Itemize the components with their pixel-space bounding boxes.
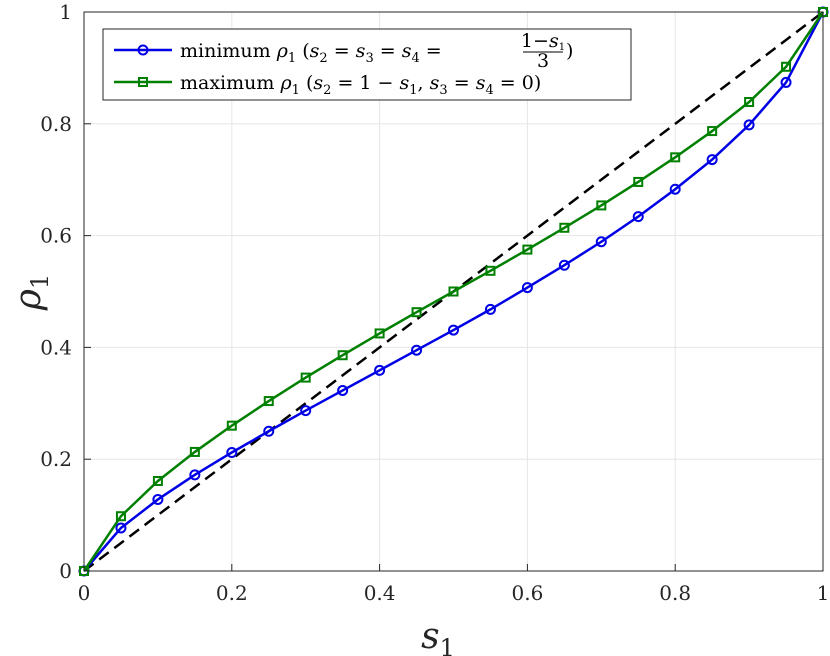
series-minimum-point <box>484 303 496 315</box>
series-minimum-point <box>780 76 792 88</box>
series-maximum-point <box>522 244 533 255</box>
y-tick-label: 0 <box>59 559 72 583</box>
series-maximum-point <box>374 328 385 339</box>
y-axis-label-main: ρ <box>8 289 49 311</box>
series-maximum-point <box>707 126 718 137</box>
series-maximum-point <box>411 307 422 318</box>
series-maximum-point <box>596 200 607 211</box>
series-maximum-point <box>633 176 644 187</box>
series-minimum-point <box>448 324 459 336</box>
series-minimum-point <box>374 364 386 376</box>
x-tick-label: 0 <box>78 581 91 605</box>
series-minimum-point <box>743 119 755 131</box>
series-maximum-point <box>189 446 200 457</box>
svg-text:): ) <box>566 40 573 62</box>
svg-text:s1: s1 <box>421 616 455 656</box>
plot-frame <box>83 11 824 572</box>
series-minimum-point <box>632 211 644 223</box>
series-minimum-line <box>83 11 825 572</box>
x-tick-label: 1 <box>817 581 830 605</box>
x-tick-label: 0.8 <box>659 581 691 605</box>
ticks: 0 0.2 0.4 0.6 0.8 1 0 0.2 0.4 0.6 0.8 1 <box>40 0 829 605</box>
legend: minimum ρ1 (s2 = s3 = s4 = 1−s1 3 ) maxi… <box>102 28 632 101</box>
series-maximum-point <box>559 222 570 233</box>
y-axis-label: ρ1 <box>8 274 54 311</box>
y-tick-label: 0.4 <box>40 335 72 359</box>
series-maximum-point <box>115 511 126 522</box>
x-axis-label: s1 <box>421 616 455 656</box>
legend-fraction: 1−s1 3 ) <box>521 30 574 72</box>
y-axis-label-sub: 1 <box>26 274 54 289</box>
series-maximum-point <box>744 96 755 107</box>
series-minimum-point <box>521 282 533 294</box>
series-minimum-point <box>337 384 349 396</box>
x-tick-label: 0.4 <box>364 581 396 605</box>
y-tick-label: 0.2 <box>40 447 72 471</box>
series-maximum-line <box>82 11 825 572</box>
series-minimum-point <box>595 236 607 248</box>
series-minimum-point <box>115 522 127 534</box>
legend-marker-max <box>138 77 148 87</box>
series-maximum-point <box>226 420 237 431</box>
series-minimum-point <box>152 493 164 505</box>
legend-box <box>102 28 632 101</box>
svg-text:ρ1: ρ1 <box>8 274 54 311</box>
series-minimum-point <box>263 425 275 437</box>
y-tick-label: 1 <box>59 0 72 24</box>
series-maximum-point <box>152 476 163 487</box>
series-minimum-point <box>226 446 238 458</box>
x-axis-label-main: s <box>421 616 439 656</box>
series-maximum-point <box>300 372 311 383</box>
series-minimum-point <box>189 469 201 481</box>
series-maximum-point <box>670 152 681 163</box>
x-tick-label: 0.6 <box>511 581 543 605</box>
svg-text:1−s1: 1−s1 <box>521 30 565 53</box>
legend-label-min: minimum ρ1 (s2 = s3 = s4 = <box>180 40 442 66</box>
series-maximum-point <box>337 350 348 361</box>
y-tick-label: 0.6 <box>40 224 72 248</box>
series-minimum-point <box>706 154 718 166</box>
x-tick-label: 0.2 <box>216 581 248 605</box>
series-minimum-point <box>411 344 423 356</box>
series-maximum-point <box>448 286 459 297</box>
svg-text:3: 3 <box>537 50 549 72</box>
series-maximum-point <box>263 396 274 407</box>
series-maximum-point <box>781 61 792 72</box>
legend-label-max: maximum ρ1 (s2 = 1 − s1, s3 = s4 = 0) <box>180 72 541 98</box>
series-maximum-point <box>485 265 496 276</box>
x-axis-label-sub: 1 <box>440 634 455 656</box>
y-tick-label: 0.8 <box>40 112 72 136</box>
series-minimum-point <box>558 259 570 271</box>
legend-marker-min <box>137 44 149 56</box>
series-layer <box>78 6 829 577</box>
series-minimum-point <box>300 405 312 417</box>
series-minimum-point <box>669 183 681 195</box>
